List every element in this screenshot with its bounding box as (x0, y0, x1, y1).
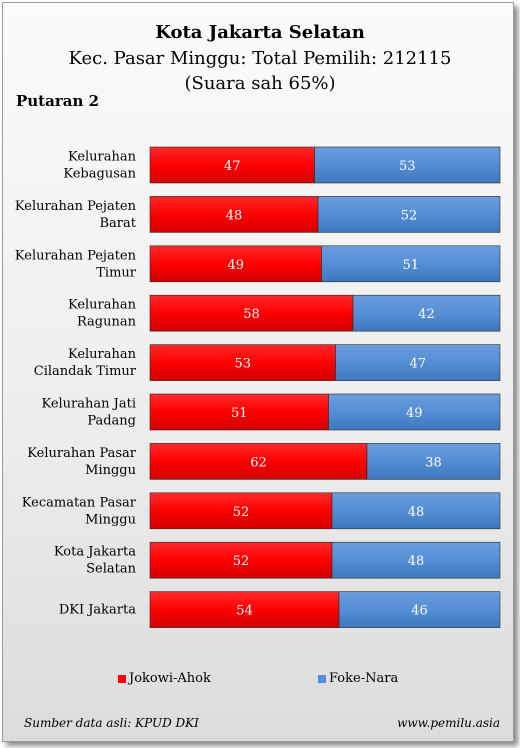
legend-label: Foke-Nara (329, 671, 399, 686)
bar-foke-nara (321, 245, 501, 283)
bar-jokowi-ahok (149, 541, 333, 579)
data-label: 42 (418, 307, 435, 322)
data-label: 38 (425, 455, 442, 470)
chart-subtitle-2: (Suara sah 65%) (184, 73, 336, 94)
category-label: Kelurahan Pejaten Timur (15, 248, 137, 280)
data-label: 48 (408, 505, 425, 520)
bar-jokowi-ahok (149, 492, 333, 530)
category-label: Kelurahan Kebagusan (63, 150, 136, 182)
data-label: 47 (224, 159, 241, 174)
bar-jokowi-ahok (149, 146, 315, 184)
bar-foke-nara (352, 294, 501, 332)
data-label: 48 (408, 554, 425, 569)
legend-item-jokowi-ahok: Jokowi-Ahok (118, 671, 211, 686)
bar-jokowi-ahok (149, 245, 322, 283)
bar-jokowi-ahok (149, 196, 319, 233)
data-label: 54 (236, 604, 253, 619)
bar-foke-nara (335, 344, 501, 381)
category-label: Kelurahan Pasar Minggu (27, 446, 137, 478)
chart-title: Kota Jakarta Selatan (155, 22, 365, 43)
data-label: 52 (401, 208, 418, 223)
data-label: 49 (227, 258, 244, 273)
category-label: Kelurahan Cilandak Timur (34, 347, 137, 379)
data-label: 53 (234, 357, 251, 372)
bar-foke-nara (331, 541, 501, 579)
bar-foke-nara (338, 591, 501, 628)
data-label: 52 (233, 505, 250, 520)
bar-jokowi-ahok (149, 443, 368, 480)
category-label: Kota Jakarta Selatan (54, 545, 137, 577)
bar-jokowi-ahok (149, 344, 336, 381)
data-label: 48 (226, 208, 243, 223)
bar-jokowi-ahok (149, 591, 340, 628)
bar-foke-nara (314, 146, 501, 184)
category-label: Kelurahan Ragunan (68, 298, 137, 330)
category-label: DKI Jakarta (59, 603, 136, 618)
data-label: 53 (399, 159, 416, 174)
data-label: 46 (411, 604, 428, 619)
chart-subtitle: Kec. Pasar Minggu: Total Pemilih: 212115 (68, 48, 452, 69)
legend-item-foke-nara: Foke-Nara (318, 671, 398, 686)
category-label: Kelurahan Pejaten Barat (15, 199, 137, 231)
data-label: 62 (250, 455, 267, 470)
category-label: Kecamatan Pasar Minggu (22, 495, 137, 527)
data-label: 47 (409, 357, 426, 372)
bar-foke-nara (331, 492, 501, 530)
bar-foke-nara (366, 443, 501, 480)
bar-foke-nara (317, 196, 501, 233)
legend-swatch-red (118, 674, 126, 683)
data-label: 51 (231, 406, 248, 421)
category-label: Kelurahan Jati Padang (41, 397, 136, 429)
data-label: 49 (406, 406, 423, 421)
legend-label: Jokowi-Ahok (129, 671, 211, 686)
round-label: Putaran 2 (16, 92, 100, 110)
data-label: 58 (243, 307, 260, 322)
source-note: Sumber data asli: KPUD DKI (24, 716, 199, 730)
data-label: 51 (402, 258, 419, 273)
data-label: 52 (233, 554, 250, 569)
site-url: www.pemilu.asia (397, 716, 500, 730)
bar-jokowi-ahok (149, 294, 354, 332)
bar-foke-nara (328, 393, 501, 431)
legend-swatch-blue (318, 674, 326, 683)
bar-jokowi-ahok (149, 393, 329, 431)
